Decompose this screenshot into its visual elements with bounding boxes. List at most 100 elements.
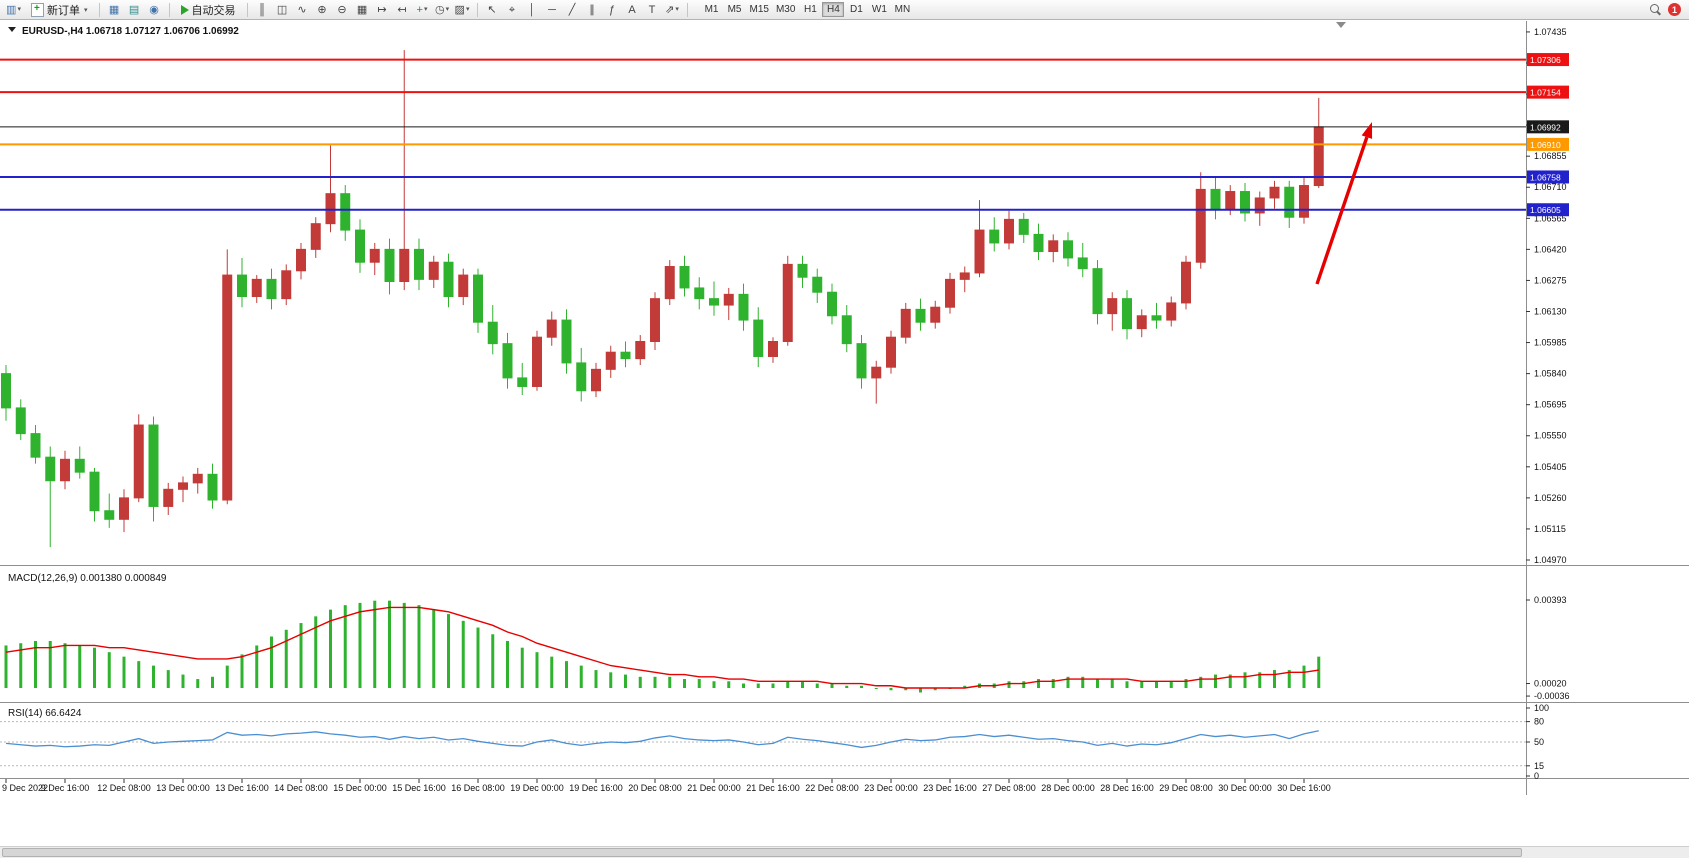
macd-bar bbox=[756, 683, 760, 688]
timeframe-w1-button[interactable]: W1 bbox=[868, 2, 890, 17]
horizontal-lines[interactable] bbox=[0, 58, 1526, 211]
macd-bar bbox=[476, 627, 480, 688]
macd-bar bbox=[211, 676, 214, 688]
equidistant-channel-icon[interactable]: ∥ bbox=[589, 3, 595, 16]
price-badge-label: 1.06758 bbox=[1530, 172, 1561, 182]
macd-bar bbox=[181, 674, 185, 688]
timeframe-h1-button[interactable]: H1 bbox=[799, 2, 821, 17]
timeframe-d1-button[interactable]: D1 bbox=[845, 2, 867, 17]
macd-bar bbox=[48, 640, 52, 688]
timeframe-mn-button[interactable]: MN bbox=[891, 2, 913, 17]
time-label: 30 Dec 00:00 bbox=[1218, 783, 1272, 793]
time-label: 23 Dec 00:00 bbox=[864, 783, 918, 793]
macd-bar bbox=[801, 681, 804, 688]
chart-shift-icon[interactable]: ↤ bbox=[397, 3, 407, 16]
zoom-in-icon[interactable]: ⊕ bbox=[317, 3, 327, 16]
price-badge-1.06758 bbox=[1527, 170, 1569, 184]
timeframe-m5-button[interactable]: M5 bbox=[724, 2, 746, 17]
horizontal-scrollbar[interactable] bbox=[0, 846, 1689, 858]
candle-body bbox=[163, 488, 174, 507]
macd-bar bbox=[299, 623, 303, 688]
candle-body bbox=[1092, 268, 1103, 315]
timeframe-m15-button[interactable]: M15 bbox=[747, 2, 772, 17]
new-chart-icon[interactable]: ▥ ▾ bbox=[6, 3, 21, 16]
market-watch-icon[interactable]: ▤ bbox=[128, 3, 140, 16]
candle-body bbox=[384, 248, 395, 283]
text-label-icon[interactable]: T bbox=[648, 3, 656, 16]
macd-bar bbox=[624, 674, 627, 688]
toolbar-separator bbox=[476, 2, 478, 17]
crosshair-icon[interactable]: ⌖ bbox=[508, 3, 516, 16]
time-label: 13 Dec 00:00 bbox=[156, 783, 210, 793]
macd-bar bbox=[122, 656, 126, 688]
templates-icon[interactable]: ▨ ▾ bbox=[454, 3, 470, 16]
candle-body bbox=[1122, 298, 1132, 330]
text-icon[interactable]: A bbox=[628, 3, 636, 16]
candlestick-chart-icon[interactable]: ◫ bbox=[276, 3, 288, 16]
time-label: 28 Dec 00:00 bbox=[1041, 783, 1095, 793]
timeframe-m1-button[interactable]: M1 bbox=[701, 2, 723, 17]
macd-bar bbox=[963, 685, 967, 688]
candle-body bbox=[546, 319, 557, 338]
candle-body bbox=[738, 293, 749, 321]
time-label: 12 Dec 08:00 bbox=[97, 783, 151, 793]
candle-body bbox=[1210, 188, 1221, 210]
price-axis-label: 1.05840 bbox=[1534, 369, 1567, 379]
macd-bar bbox=[152, 665, 155, 688]
timeframe-h4-button[interactable]: H4 bbox=[822, 2, 845, 17]
line-chart-icon[interactable]: ∿ bbox=[297, 3, 307, 16]
timeframe-m30-button[interactable]: M30 bbox=[773, 2, 798, 17]
scrollbar-thumb[interactable] bbox=[2, 848, 1522, 857]
search-icon[interactable] bbox=[1649, 3, 1662, 16]
charts-grid-icon[interactable]: ▦ bbox=[108, 3, 120, 16]
cursor-icon[interactable]: ↖ bbox=[487, 3, 497, 16]
toolbar-separator bbox=[168, 2, 170, 17]
trend-arrow[interactable] bbox=[1315, 136, 1369, 285]
candle-body bbox=[1166, 302, 1177, 321]
toolbar: ▥▾ 新订单 ▾ ▦ ▤ ◉ 自动交易 ║ ◫ ∿ ⊕ ⊖ ▦ ↦ ↤ +▾ ◷▾ ▨▾ ↖ ⌖ │ ─ ╱ ∥ ƒ… bbox=[0, 0, 1689, 20]
macd-bar bbox=[388, 600, 391, 688]
periods-icon[interactable]: ◷ ▾ bbox=[434, 3, 450, 16]
rsi-panel bbox=[0, 721, 1526, 767]
autotrading-button[interactable]: 自动交易 bbox=[175, 1, 242, 19]
chevron-down-icon: ▾ bbox=[675, 5, 679, 13]
trendline-icon[interactable]: ╱ bbox=[568, 3, 576, 16]
time-label: 30 Dec 16:00 bbox=[1277, 783, 1331, 793]
symbol-collapse-icon[interactable] bbox=[8, 27, 16, 32]
macd-bar bbox=[830, 683, 834, 688]
chart-title: EURUSD-,H4 1.06718 1.07127 1.06706 1.069… bbox=[22, 26, 239, 37]
candle-body bbox=[782, 263, 793, 342]
macd-bar bbox=[255, 645, 259, 688]
macd-bar bbox=[933, 688, 937, 691]
trend-arrow-head[interactable] bbox=[1361, 122, 1373, 139]
toolbar-right: 1 bbox=[1649, 3, 1685, 16]
vertical-line-icon[interactable]: │ bbox=[528, 3, 536, 16]
new-order-button[interactable]: 新订单 ▾ bbox=[25, 1, 94, 19]
candle-body bbox=[45, 456, 56, 482]
macd-bar bbox=[137, 661, 141, 688]
auto-scroll-icon[interactable]: ↦ bbox=[377, 3, 387, 16]
macd-bar bbox=[373, 600, 377, 688]
autotrading-label: 自动交易 bbox=[191, 4, 236, 17]
horizontal-line-icon[interactable]: ─ bbox=[548, 3, 556, 16]
time-label: 14 Dec 08:00 bbox=[274, 783, 328, 793]
candle-body bbox=[915, 308, 926, 323]
candle-body bbox=[974, 229, 985, 274]
data-window-icon[interactable]: ◉ bbox=[149, 3, 159, 16]
tile-windows-icon[interactable]: ▦ bbox=[356, 3, 368, 16]
notification-badge[interactable]: 1 bbox=[1668, 3, 1681, 16]
macd-bar bbox=[34, 640, 37, 688]
arrows-icon[interactable]: ⇗ ▾ bbox=[665, 3, 679, 16]
fibonacci-icon[interactable]: ƒ bbox=[608, 3, 616, 16]
zoom-out-icon[interactable]: ⊖ bbox=[337, 3, 347, 16]
chart-shift-marker[interactable] bbox=[1336, 22, 1346, 28]
candle-body bbox=[900, 308, 911, 338]
candle-body bbox=[797, 263, 808, 278]
candle-body bbox=[679, 266, 690, 289]
bar-chart-icon[interactable]: ║ bbox=[258, 3, 266, 16]
indicators-icon[interactable]: + ▾ bbox=[416, 3, 428, 16]
candle-body bbox=[664, 266, 675, 300]
candle-body bbox=[192, 473, 203, 484]
rsi-label: RSI(14) 66.6424 bbox=[8, 708, 82, 719]
